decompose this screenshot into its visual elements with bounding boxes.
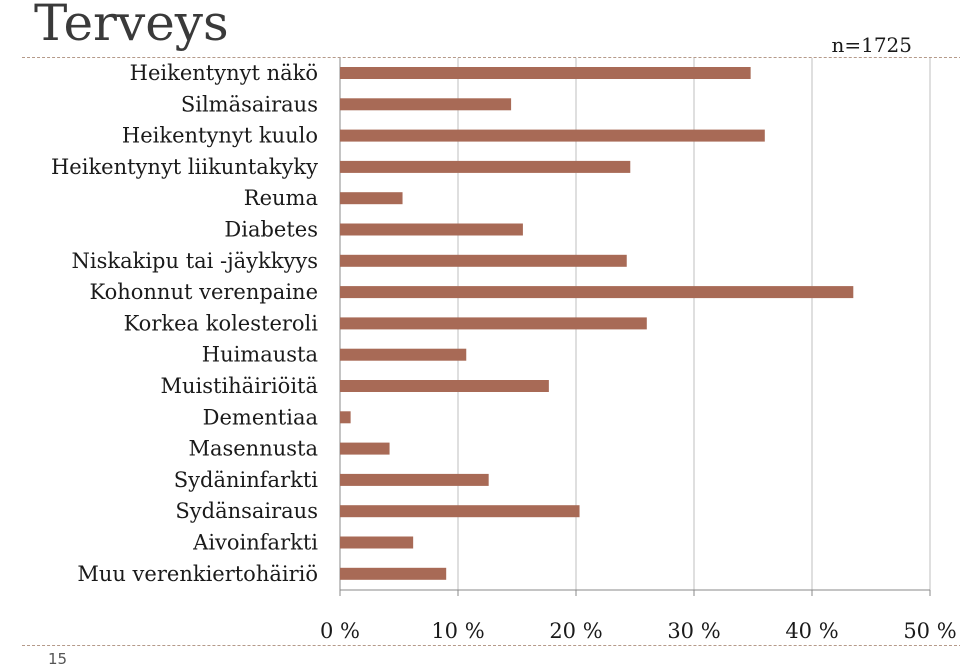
bar xyxy=(340,442,390,455)
category-label: Muistihäiriöitä xyxy=(160,374,318,398)
bar xyxy=(340,348,467,361)
x-tick-label: 30 % xyxy=(667,619,720,643)
x-tick-label: 20 % xyxy=(549,619,602,643)
bar xyxy=(340,254,627,267)
category-label: Niskakipu tai -jäykkyys xyxy=(72,249,319,273)
bars xyxy=(340,67,854,580)
bar xyxy=(340,286,854,299)
header-divider xyxy=(22,57,960,58)
category-label: Sydänsairaus xyxy=(175,499,318,523)
slide-title: Terveys xyxy=(34,0,229,52)
page-number: 15 xyxy=(48,650,68,668)
bar xyxy=(340,160,631,173)
category-label: Silmäsairaus xyxy=(181,92,318,116)
bar xyxy=(340,411,351,424)
category-label: Kohonnut verenpaine xyxy=(89,280,318,304)
footer-divider xyxy=(22,645,960,646)
bar xyxy=(340,567,447,580)
x-tick-label: 40 % xyxy=(785,619,838,643)
x-tick-label: 10 % xyxy=(431,619,484,643)
category-label: Heikentynyt näkö xyxy=(130,61,318,85)
category-label: Heikentynyt kuulo xyxy=(122,124,318,148)
bar xyxy=(340,473,489,486)
bar xyxy=(340,223,523,236)
x-axis-ticks: 0 % 10 % 20 % 30 % 40 % 50 % xyxy=(320,619,957,643)
x-tick-label: 50 % xyxy=(903,619,956,643)
category-label: Heikentynyt liikuntakyky xyxy=(51,155,318,179)
bar xyxy=(340,192,403,205)
category-labels: Heikentynyt näkö Silmäsairaus Heikentynyt … xyxy=(51,61,318,586)
bar xyxy=(340,129,765,142)
category-label: Dementiaa xyxy=(203,405,318,429)
category-label: Masennusta xyxy=(188,437,318,461)
category-label: Diabetes xyxy=(224,218,318,242)
category-label: Korkea kolesteroli xyxy=(124,311,319,335)
category-label: Huimausta xyxy=(202,343,318,367)
category-label: Reuma xyxy=(244,186,318,210)
bar xyxy=(340,317,647,330)
category-label: Sydäninfarkti xyxy=(174,468,318,492)
category-label: Muu verenkiertohäiriö xyxy=(77,562,318,586)
bar xyxy=(340,536,414,549)
bar xyxy=(340,380,549,392)
bar xyxy=(340,67,751,79)
category-label: Aivoinfarkti xyxy=(192,531,318,555)
x-tick-label: 0 % xyxy=(320,619,360,643)
bar xyxy=(340,98,512,111)
sample-size-label: n=1725 xyxy=(831,33,912,57)
bar xyxy=(340,505,580,518)
